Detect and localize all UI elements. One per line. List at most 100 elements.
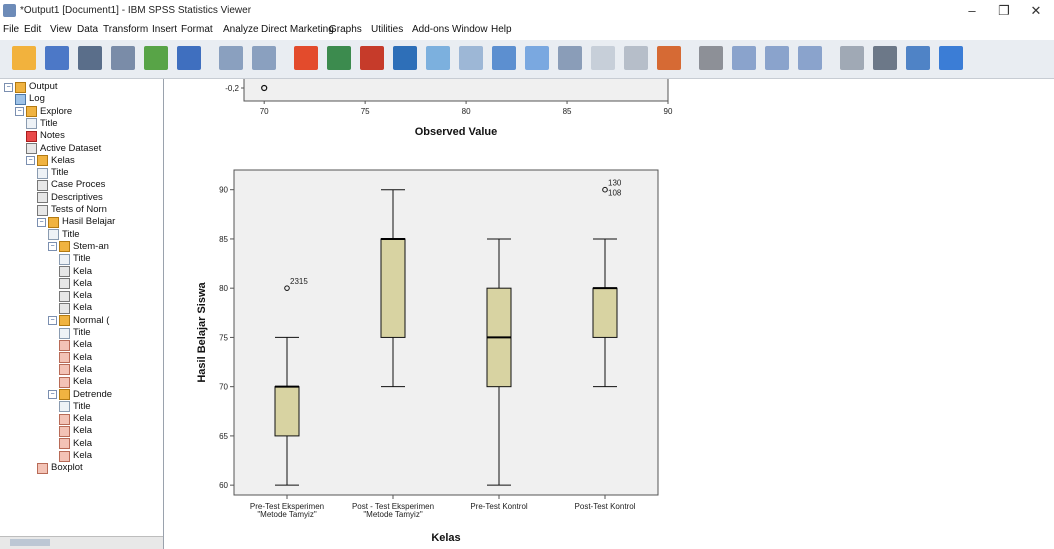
tree-node-hasil-belajar[interactable]: − Hasil Belajar <box>37 216 115 228</box>
show-all-variables-icon[interactable] <box>492 46 516 70</box>
menu-graphs[interactable]: Graphs <box>329 24 362 35</box>
undo-icon[interactable] <box>219 46 243 70</box>
menu-direct-marketing[interactable]: Direct Marketing <box>261 24 334 35</box>
chart-icon <box>37 462 48 474</box>
boxplot-y-tick-label: 90 <box>219 186 228 195</box>
recall-dialog-icon[interactable] <box>177 46 201 70</box>
outline-horizontal-scrollbar[interactable] <box>0 536 163 549</box>
select-last-output-icon[interactable] <box>591 46 615 70</box>
export-icon[interactable] <box>144 46 168 70</box>
run-descriptives-icon[interactable] <box>426 46 450 70</box>
insert-text-icon[interactable] <box>906 46 930 70</box>
collapse-toggle-icon[interactable]: − <box>15 107 24 117</box>
menu-file[interactable]: File <box>3 24 20 35</box>
goto-variable-icon[interactable] <box>360 46 384 70</box>
tree-node-active-dataset[interactable]: Active Dataset <box>26 143 101 155</box>
demote-icon[interactable] <box>657 46 681 70</box>
tree-node-kela[interactable]: Kela <box>59 425 92 437</box>
tree-node-kela[interactable]: Kela <box>59 450 92 462</box>
tree-node-kela[interactable]: Kela <box>59 438 92 450</box>
menu-window[interactable]: Window <box>452 24 488 35</box>
maximize-button[interactable]: ❐ <box>998 3 1010 18</box>
title-icon <box>48 229 59 241</box>
tree-node-stem-an[interactable]: − Stem-an <box>48 241 109 253</box>
promote-icon[interactable] <box>624 46 648 70</box>
redo-icon[interactable] <box>252 46 276 70</box>
hide-icon[interactable] <box>798 46 822 70</box>
tree-node-kela[interactable]: Kela <box>59 278 92 290</box>
menu-transform[interactable]: Transform <box>103 24 149 35</box>
tree-node-explore[interactable]: − Explore <box>15 106 72 118</box>
tree-node-title[interactable]: Title <box>59 253 91 265</box>
collapse-toggle-icon[interactable]: − <box>48 390 57 399</box>
tree-node-kela[interactable]: Kela <box>59 413 92 425</box>
insert-title-icon[interactable] <box>873 46 897 70</box>
tree-node-label: Tests of Norn <box>51 204 107 215</box>
print-preview-icon[interactable] <box>111 46 135 70</box>
menu-data[interactable]: Data <box>77 24 99 35</box>
collapse-toggle-icon[interactable]: − <box>37 217 46 227</box>
tree-node-title[interactable]: Title <box>37 167 69 179</box>
menu-insert[interactable]: Insert <box>152 24 178 35</box>
tree-node-kela[interactable]: Kela <box>59 290 92 302</box>
collapse-toggle-icon[interactable]: − <box>48 316 57 326</box>
tree-node-title[interactable]: Title <box>48 229 80 241</box>
show-icon[interactable] <box>765 46 789 70</box>
menu-view[interactable]: View <box>50 24 72 35</box>
tree-node-notes[interactable]: Notes <box>26 130 65 142</box>
collapse-icon[interactable] <box>732 46 756 70</box>
scrollbar-thumb[interactable] <box>10 539 50 546</box>
menu-edit[interactable]: Edit <box>24 24 42 35</box>
boxplot-y-tick-label: 75 <box>219 333 228 342</box>
tree-node-kela[interactable]: Kela <box>59 302 92 314</box>
box-iqr <box>592 287 618 338</box>
tree-node-kela[interactable]: Kela <box>59 339 92 351</box>
tree-node-case-proces[interactable]: Case Proces <box>37 179 105 191</box>
collapse-toggle-icon[interactable]: − <box>4 82 13 92</box>
tree-node-label: Notes <box>40 130 65 142</box>
tree-node-log[interactable]: Log <box>15 93 45 105</box>
tree-node-descriptives[interactable]: Descriptives <box>37 192 103 204</box>
spelling-icon[interactable] <box>525 46 549 70</box>
tree-node-kela[interactable]: Kela <box>59 376 92 388</box>
tree-node-kela[interactable]: Kela <box>59 352 92 364</box>
menu-format[interactable]: Format <box>181 24 213 35</box>
spss-app-icon <box>3 4 16 17</box>
tree-node-detrende[interactable]: − Detrende <box>48 389 112 401</box>
insert-chart-icon[interactable] <box>939 46 963 70</box>
menu-add-ons[interactable]: Add-ons <box>412 24 450 35</box>
collapse-toggle-icon[interactable]: − <box>26 156 35 166</box>
print-icon[interactable] <box>78 46 102 70</box>
menu-help[interactable]: Help <box>491 24 512 35</box>
tree-node-kela[interactable]: Kela <box>59 364 92 376</box>
tree-node-kelas[interactable]: − Kelas <box>26 155 75 167</box>
tree-node-normal-[interactable]: − Normal ( <box>48 315 109 327</box>
tree-node-title[interactable]: Title <box>59 327 91 339</box>
menu-analyze[interactable]: Analyze <box>223 24 259 35</box>
close-button[interactable]: ✕ <box>1030 3 1042 18</box>
tree-node-title[interactable]: Title <box>59 401 91 413</box>
table-icon <box>37 179 48 191</box>
tree-node-output[interactable]: − Output <box>4 81 58 93</box>
collapse-toggle-icon[interactable]: − <box>48 242 57 252</box>
goto-case-icon[interactable] <box>327 46 351 70</box>
save-icon[interactable] <box>45 46 69 70</box>
tree-node-kela[interactable]: Kela <box>59 266 92 278</box>
insert-heading-icon[interactable] <box>840 46 864 70</box>
tree-node-tests-of-norn[interactable]: Tests of Norn <box>37 204 107 216</box>
menu-utilities[interactable]: Utilities <box>371 24 404 35</box>
outlier-label: 130 <box>608 179 622 188</box>
designate-window-icon[interactable] <box>558 46 582 70</box>
expand-icon[interactable] <box>699 46 723 70</box>
goto-data-icon[interactable] <box>294 46 318 70</box>
output-content-pane[interactable]: 70 75 80 85 90 -0,2 Observed Value 60 65 70 75 80 85… <box>164 79 1054 549</box>
open-icon[interactable] <box>12 46 36 70</box>
use-variable-sets-icon[interactable] <box>459 46 483 70</box>
tree-node-title[interactable]: Title <box>26 118 58 130</box>
minimize-button[interactable]: – <box>968 3 976 18</box>
tree-node-label: Kela <box>73 265 93 277</box>
boxplot-y-tick-label: 70 <box>219 383 228 392</box>
outlier-point <box>284 285 290 291</box>
variables-icon[interactable] <box>393 46 417 70</box>
tree-node-boxplot[interactable]: Boxplot <box>37 462 83 474</box>
